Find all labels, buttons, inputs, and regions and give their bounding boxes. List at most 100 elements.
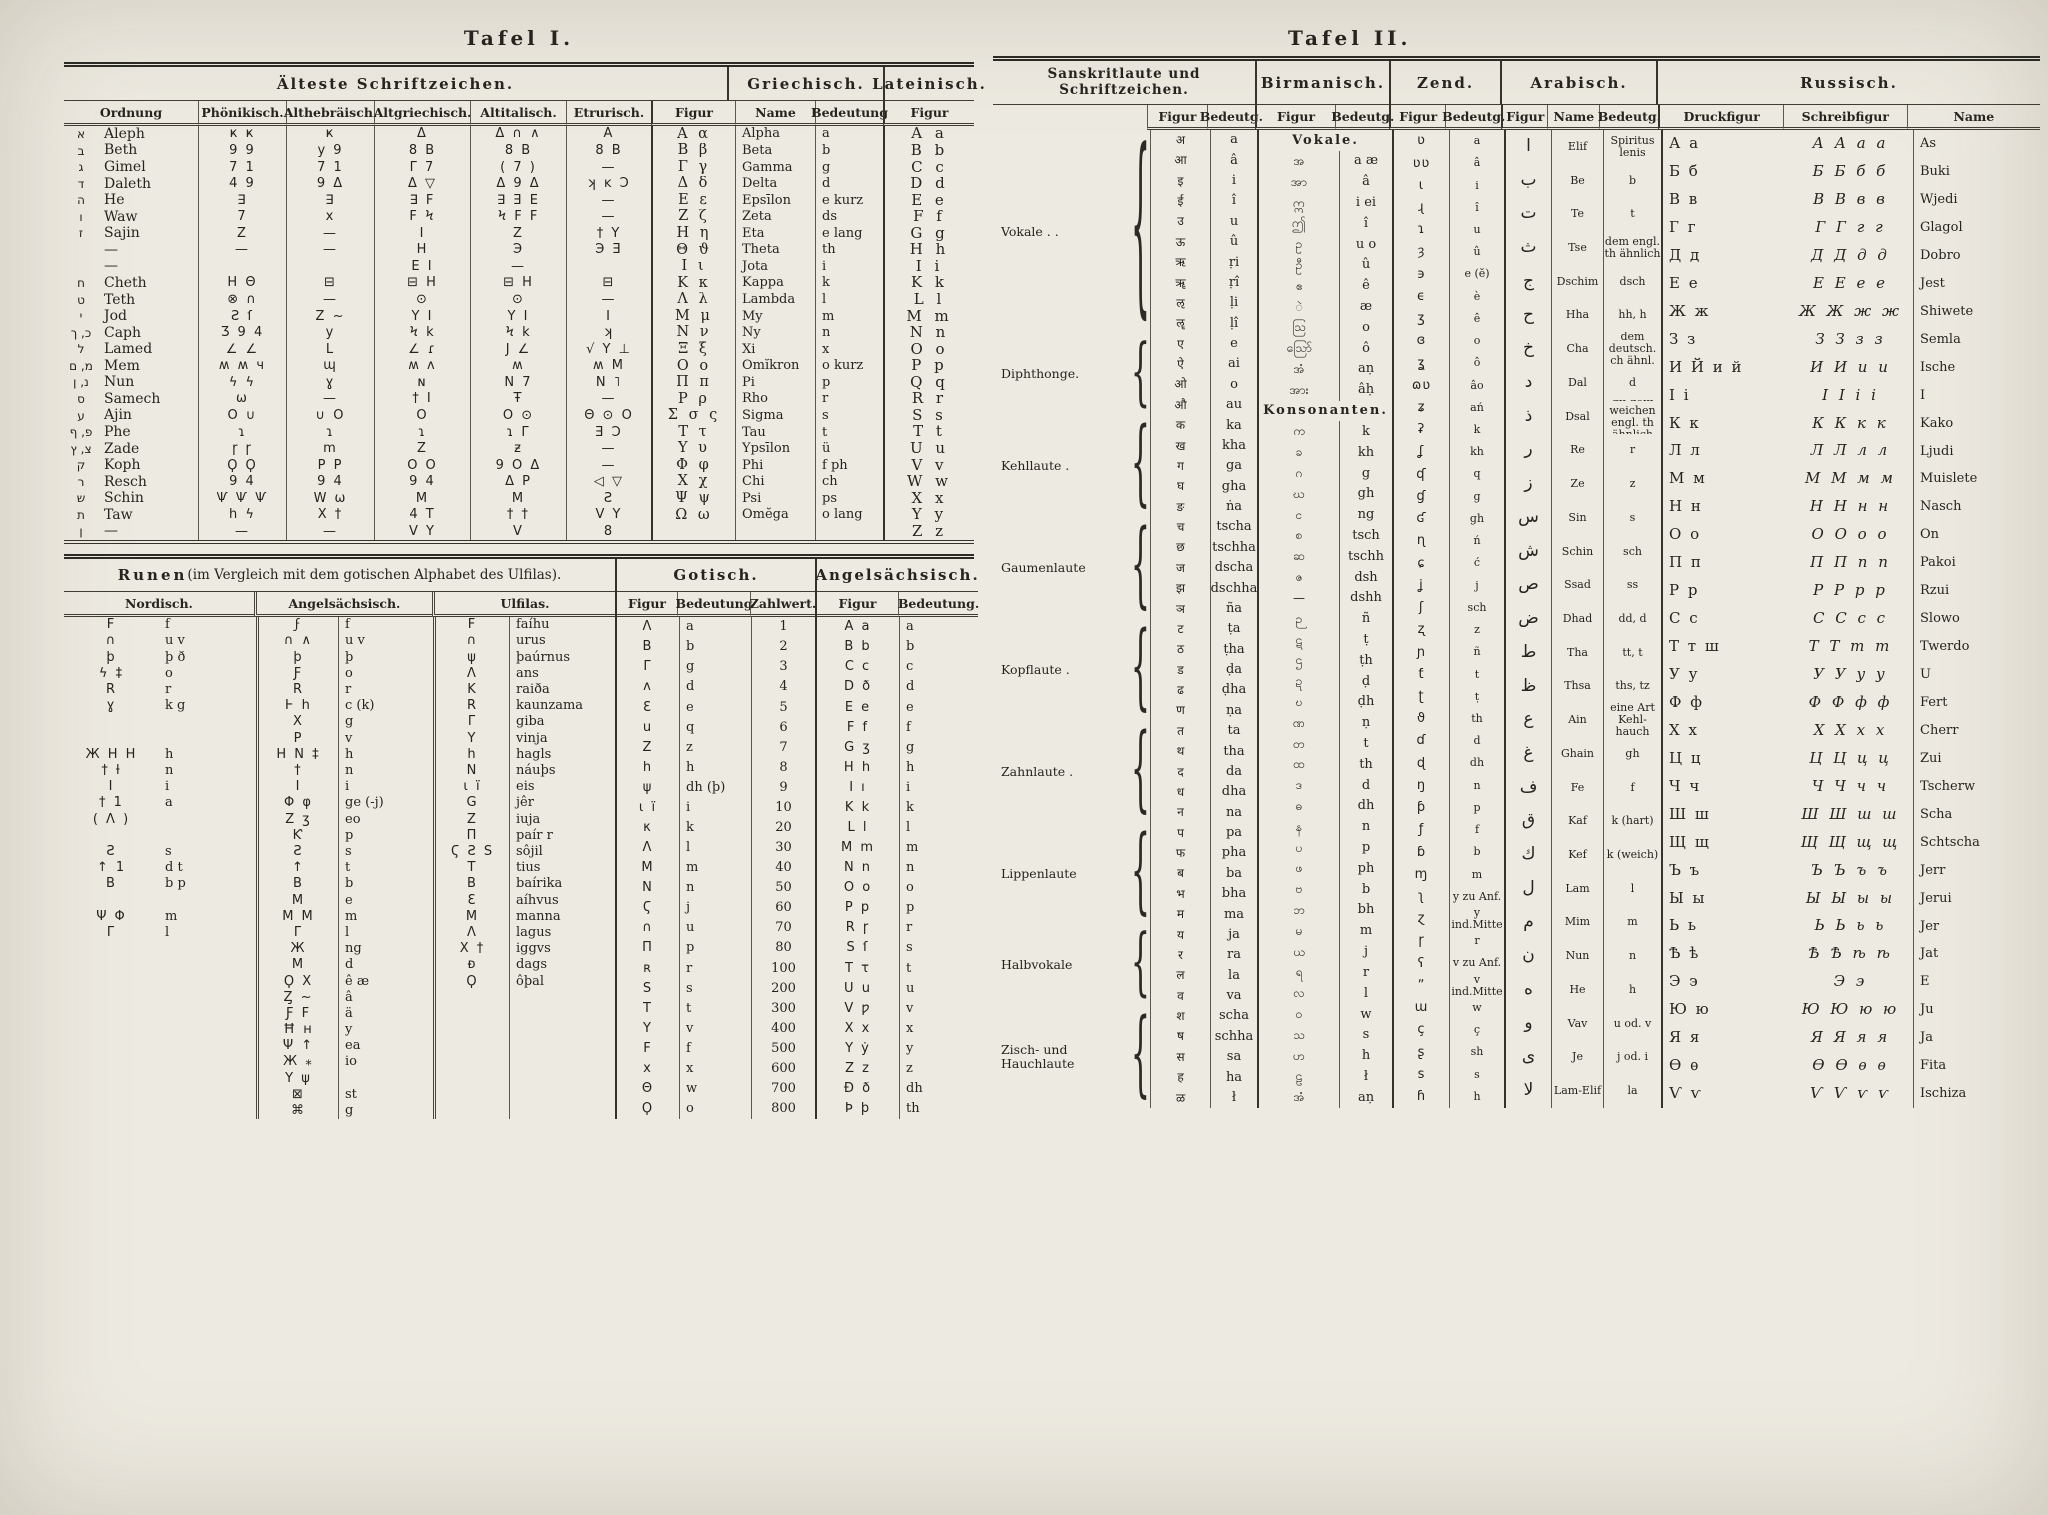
- russian-druckfigur: Р р: [1669, 581, 1700, 600]
- gotisch-bedeutung: f: [679, 1038, 751, 1059]
- hebrew-letter: ט: [77, 292, 85, 307]
- altitalisch-glyph: ( 7 ): [470, 159, 566, 176]
- arabic-bedeutung: u od. v: [1603, 1006, 1661, 1041]
- russian-schreibfigur: Ц Ц ц ц: [1809, 748, 1892, 767]
- arabic-bedeutung: ths, tz: [1603, 669, 1661, 704]
- gotisch-bedeutung: s: [679, 978, 751, 999]
- ordnung-name: Jod: [104, 308, 128, 325]
- ulfilas-glyph: ι ï: [433, 778, 509, 796]
- gotisch-bedeutung: w: [679, 1078, 751, 1099]
- tafel-1-plate: Tafel I. Älteste Schriftzeichen. Griechi…: [64, 26, 985, 1119]
- tafel-1-title: Tafel I.: [463, 26, 575, 50]
- sanskrit-figur: उ: [1150, 211, 1210, 232]
- birman-subheader: Konsonanten.: [1263, 403, 1388, 419]
- gotisch-figur: Ν: [642, 880, 654, 896]
- arabic-figur: ض: [1518, 608, 1539, 629]
- ordnung-name: Koph: [104, 457, 141, 474]
- birman-bedeutung: o: [1339, 317, 1392, 339]
- etrurisch-glyph: Ǝ Ɔ: [566, 424, 651, 441]
- sanskrit-figur: क: [1150, 415, 1210, 436]
- russian-name: On: [1913, 521, 2048, 550]
- arabic-figur: ب: [1520, 169, 1537, 190]
- zend-bedeutung: n: [1449, 774, 1504, 797]
- gotisch-bedeutung: l: [679, 837, 751, 858]
- gotisch-zahlwert: 30: [751, 837, 815, 858]
- as-bedeutung: f: [899, 717, 978, 738]
- gotisch-zahlwert: 5: [751, 697, 815, 718]
- birman-bedeutung: î: [1339, 213, 1392, 235]
- latin-figur: D d: [883, 175, 974, 193]
- birman-figur: င: [1295, 507, 1303, 522]
- birman-figur: ဘ: [1293, 903, 1305, 918]
- altitalisch-glyph: O ⊙: [470, 407, 566, 425]
- ordnung-name: Waw: [104, 208, 138, 225]
- latin-figur: N n: [883, 324, 974, 342]
- as-rune-bedeutung: [338, 1070, 433, 1087]
- ordnung-name: Zade: [104, 440, 140, 457]
- greek-name: Jota: [735, 258, 815, 276]
- sound-group-label: Kehllaute . {: [993, 411, 1150, 517]
- col-ze-bedeutg: Bedeutg.: [1442, 105, 1505, 130]
- greek-bedeutung: [815, 523, 883, 540]
- ulfilas-name: [509, 1086, 615, 1103]
- as-rune: Ͱ h: [256, 697, 338, 715]
- gotisch-zahlwert: 2: [751, 637, 815, 658]
- gotisch-figur: Ɛ: [643, 699, 653, 715]
- as-rune-bedeutung: s: [338, 843, 433, 860]
- sanskrit-bedeutung: dschha: [1210, 578, 1257, 599]
- zend-bedeutung: sh: [1449, 1041, 1504, 1064]
- col-sk-bedeutg: Bedeutg.: [1200, 105, 1263, 130]
- gotisch-zahlwert: 70: [751, 918, 815, 939]
- group-label-text: Kopflaute .: [1001, 661, 1070, 677]
- gotisch-zahlwert: 500: [751, 1038, 815, 1059]
- phoenikisch-glyph: ⊗ ∩: [198, 291, 286, 309]
- ulfilas-name: tius: [509, 859, 615, 877]
- as-rune: Ι: [256, 778, 338, 796]
- hebrew-letter: ש: [76, 491, 86, 506]
- group-label-text: Halbvokale: [1001, 957, 1073, 973]
- birman-bedeutung: tschh: [1339, 546, 1392, 567]
- nordisch-bedeutung: [159, 1103, 256, 1119]
- ulfilas-glyph: M: [433, 908, 509, 925]
- etrurisch-glyph: —: [566, 440, 651, 458]
- russian-druckfigur: Х х: [1669, 720, 1699, 739]
- nordisch-bedeutung: [159, 957, 256, 973]
- russian-druckfigur: К к: [1669, 413, 1701, 432]
- phoenikisch-glyph: Ʒ 9 4: [198, 324, 286, 342]
- altitalisch-glyph: —: [470, 258, 566, 276]
- arabic-bedeutung: n: [1603, 939, 1661, 974]
- sanskrit-figur: य: [1150, 924, 1210, 945]
- arabic-bedeutung: sch: [1603, 534, 1661, 569]
- hebrew-letter: צ, ץ: [70, 441, 92, 456]
- nordisch-rune: Γ: [106, 924, 117, 940]
- as-rune: B: [256, 876, 338, 893]
- birman-figur: အံ: [1293, 361, 1305, 376]
- latin-figur: R r: [883, 390, 974, 408]
- as-figur: Z z: [845, 1060, 871, 1076]
- header-zend: Zend.: [1388, 61, 1501, 105]
- sanskrit-figur: ध: [1150, 782, 1210, 803]
- zend-bedeutung: q: [1449, 463, 1504, 486]
- group-label-text: Gaumenlaute: [1001, 559, 1086, 575]
- col-bi-bedeutg: Bedeutg.: [1331, 105, 1394, 130]
- gotisch-zahlwert: 1: [751, 617, 815, 638]
- latin-figur: E e: [883, 192, 974, 209]
- gotisch-figur: ψ: [642, 779, 654, 795]
- sanskrit-bedeutung: ḍa: [1210, 659, 1257, 681]
- greek-bedeutung: g: [815, 159, 883, 176]
- ulfilas-glyph: Y: [433, 730, 509, 747]
- ulfilas-name: [509, 1038, 615, 1055]
- etrurisch-glyph: † Y: [566, 225, 651, 242]
- zend-figur: ˮ: [1417, 977, 1426, 993]
- birman-bedeutung: dsh: [1339, 566, 1392, 588]
- group-brace: {: [1130, 112, 1150, 342]
- birman-figur: အံ: [1293, 1090, 1305, 1105]
- arabic-bedeutung: hh, h: [1603, 298, 1661, 333]
- birman-bedeutung: d: [1339, 775, 1392, 796]
- sanskrit-figur: घ: [1150, 476, 1210, 497]
- etrurisch-glyph: ʍ M: [566, 357, 651, 375]
- zend-bedeutung: w: [1449, 996, 1504, 1020]
- as-rune-bedeutung: g: [338, 1102, 433, 1119]
- nordisch-rune: ∩: [105, 633, 118, 649]
- russian-name: Buki: [1913, 157, 2048, 186]
